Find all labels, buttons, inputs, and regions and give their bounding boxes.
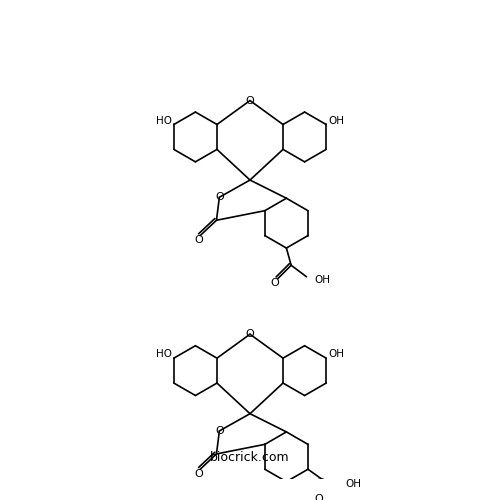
Text: O: O xyxy=(215,426,224,436)
Text: O: O xyxy=(215,192,224,202)
Text: HO: HO xyxy=(156,350,172,360)
Text: OH: OH xyxy=(328,116,344,126)
Text: O: O xyxy=(246,329,254,339)
Text: OH: OH xyxy=(314,274,330,284)
Text: O: O xyxy=(314,494,323,500)
Text: O: O xyxy=(270,278,280,288)
Text: O: O xyxy=(246,96,254,106)
Text: OH: OH xyxy=(346,478,362,488)
Text: O: O xyxy=(194,236,202,246)
Text: O: O xyxy=(194,469,202,479)
Text: HO: HO xyxy=(156,116,172,126)
Text: biocrick.com: biocrick.com xyxy=(210,452,290,464)
Text: OH: OH xyxy=(328,350,344,360)
